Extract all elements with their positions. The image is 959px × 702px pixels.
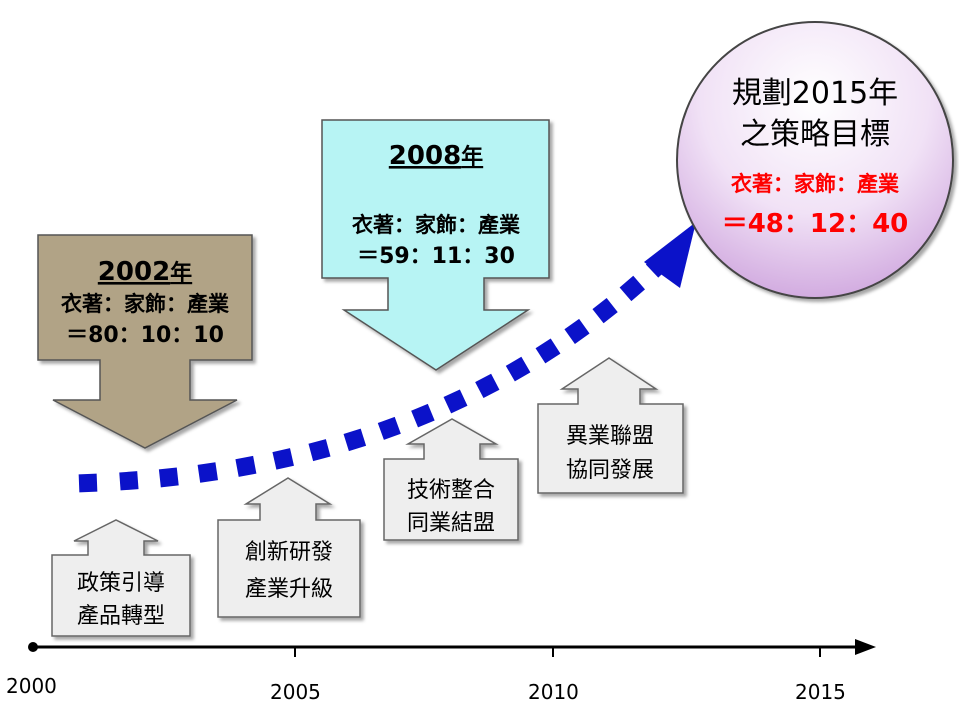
strategy-line: 產品轉型 xyxy=(77,604,165,629)
trend-dot xyxy=(197,462,219,483)
milestone-box xyxy=(37,234,253,449)
strategy-box xyxy=(51,519,191,637)
trend-dot xyxy=(377,416,401,440)
trend-dot xyxy=(411,403,435,428)
strategy-callout: 技術整合 同業結盟 xyxy=(383,418,519,541)
goal-title-line: 規劃2015年 xyxy=(732,76,898,111)
goal-2015: 規劃2015年 之策略目標 衣著：家飾：產業 ＝48：12：40 xyxy=(676,21,954,299)
time-axis: 2000 2005 2010 2015 xyxy=(6,639,876,702)
milestone-2002: 2002年 衣著：家飾：產業 ＝80：10：10 xyxy=(37,234,253,449)
axis-origin-dot xyxy=(28,642,38,652)
strategy-callout: 政策引導 產品轉型 xyxy=(51,519,191,637)
trend-dot xyxy=(308,439,331,462)
milestone-ratio-values: ＝59：11：30 xyxy=(357,244,515,269)
trend-dot xyxy=(564,318,590,344)
axis-tick-label: 2010 xyxy=(528,680,579,702)
goal-title-line: 之策略目標 xyxy=(740,117,890,152)
strategy-line: 同業結盟 xyxy=(407,511,495,536)
strategy-line: 產業升級 xyxy=(245,577,333,602)
goal-ratio-label: 衣著：家飾：產業 xyxy=(731,171,900,196)
strategy-box xyxy=(383,418,519,541)
trend-dot xyxy=(619,275,645,302)
trend-curve xyxy=(78,222,696,493)
trend-dot xyxy=(505,356,531,382)
milestone-ratio-label: 衣著：家飾：產業 xyxy=(61,291,230,316)
trend-dot xyxy=(535,338,561,364)
strategy-callout: 異業聯盟 協同發展 xyxy=(537,357,684,494)
trend-dot xyxy=(119,471,139,491)
strategy-line: 創新研發 xyxy=(245,540,333,565)
milestone-year: 2008年 xyxy=(389,141,483,171)
trend-dot xyxy=(78,473,98,493)
trend-dot xyxy=(272,448,294,470)
milestone-ratio-label: 衣著：家飾：產業 xyxy=(352,212,521,237)
axis-tick-label: 2005 xyxy=(270,680,321,702)
axis-arrow-head xyxy=(855,639,876,655)
strategy-line: 技術整合 xyxy=(407,478,495,503)
goal-circle xyxy=(676,21,954,299)
milestone-2008: 2008年 衣著：家飾：產業 ＝59：11：30 xyxy=(321,119,550,371)
milestone-year: 2002年 xyxy=(98,257,192,287)
trend-dot xyxy=(475,373,500,399)
trend-dot xyxy=(235,455,257,477)
strategy-line: 政策引導 xyxy=(77,571,165,596)
strategy-callout: 創新研發 產業升級 xyxy=(217,477,361,618)
milestone-box xyxy=(321,119,550,371)
trend-dot xyxy=(343,428,367,452)
trend-dot xyxy=(158,467,179,488)
goal-ratio-values: ＝48：12：40 xyxy=(722,209,909,239)
axis-tick-label: 2000 xyxy=(6,674,57,698)
axis-tick-label: 2015 xyxy=(795,680,846,702)
strategy-line: 異業聯盟 xyxy=(566,424,654,449)
strategy-box xyxy=(217,477,361,618)
trend-arrow-head xyxy=(644,222,696,288)
trend-dot xyxy=(443,389,468,414)
strategy-box xyxy=(537,357,684,494)
strategy-line: 協同發展 xyxy=(566,458,654,483)
milestone-ratio-values: ＝80：10：10 xyxy=(66,323,224,348)
trend-dot xyxy=(592,297,618,324)
